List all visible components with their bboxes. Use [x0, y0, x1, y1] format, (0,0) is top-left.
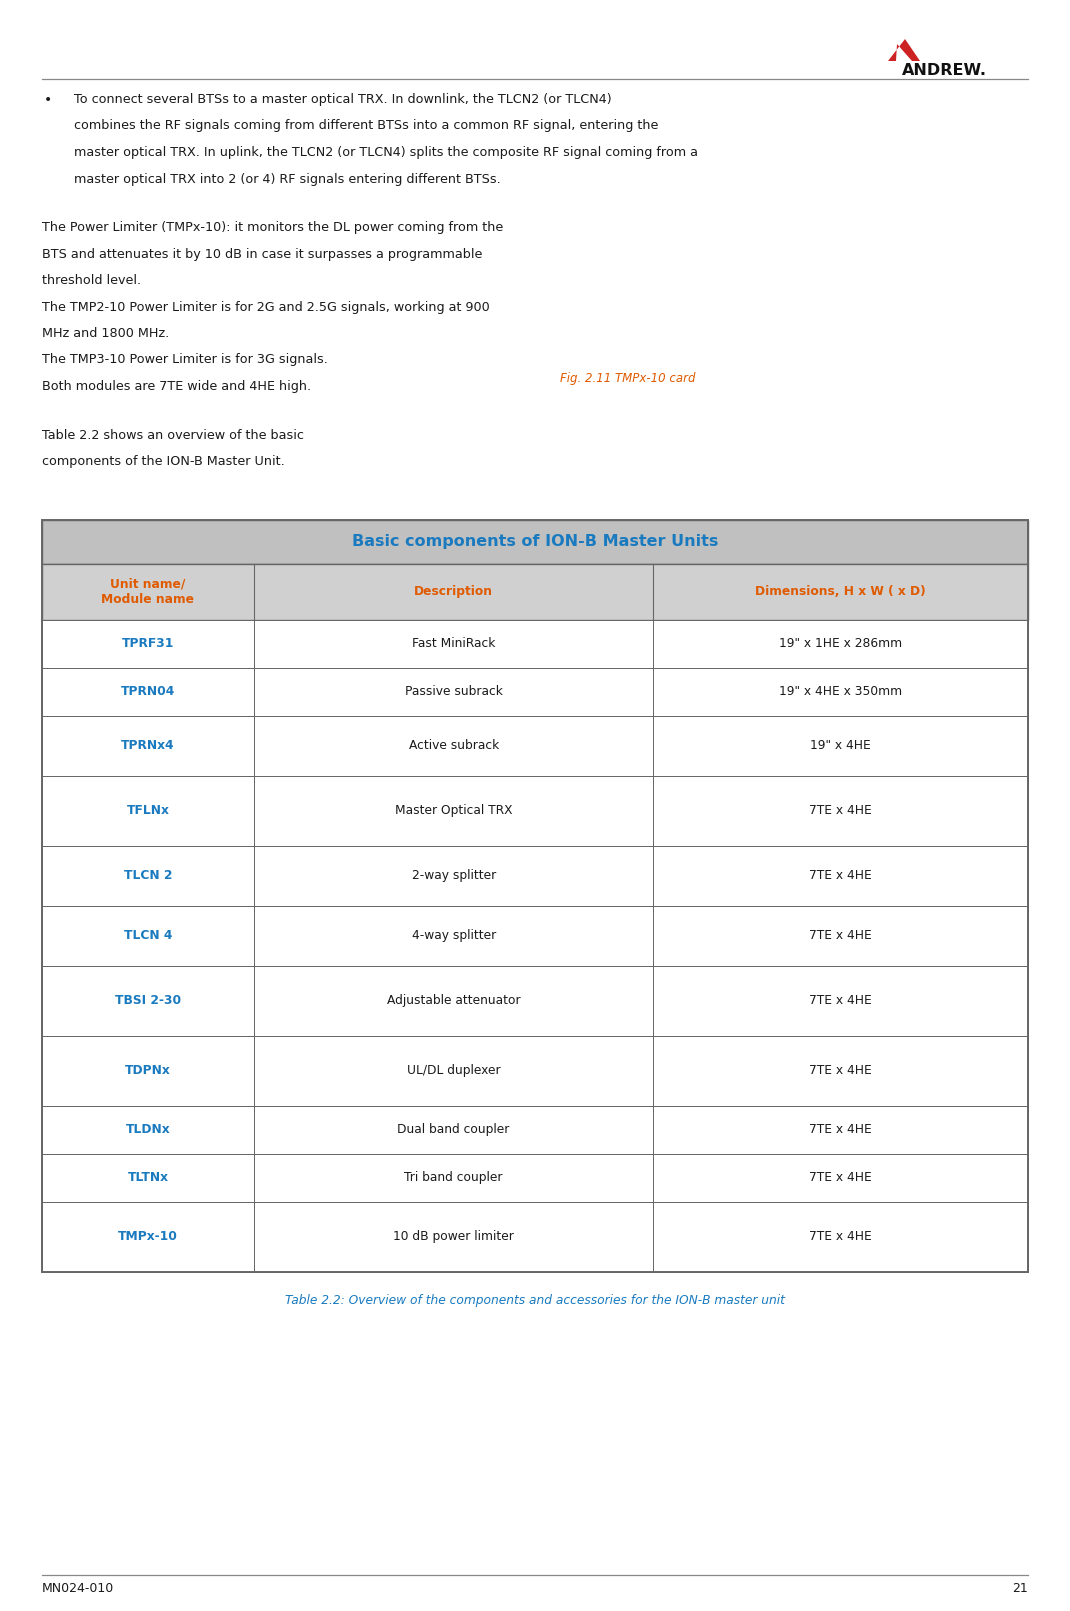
Text: Adjustable attenuator: Adjustable attenuator — [387, 994, 520, 1007]
Text: Both modules are 7TE wide and 4HE high.: Both modules are 7TE wide and 4HE high. — [42, 380, 311, 393]
Text: 10 dB power limiter: 10 dB power limiter — [393, 1231, 514, 1244]
Text: Master Optical TRX: Master Optical TRX — [395, 804, 513, 817]
FancyBboxPatch shape — [42, 1036, 1028, 1105]
Text: 2-way splitter: 2-way splitter — [412, 868, 495, 881]
Text: The TMP2-10 Power Limiter is for 2G and 2.5G signals, working at 900: The TMP2-10 Power Limiter is for 2G and … — [42, 301, 490, 314]
Text: master optical TRX into 2 (or 4) RF signals entering different BTSs.: master optical TRX into 2 (or 4) RF sign… — [74, 172, 501, 185]
FancyBboxPatch shape — [42, 905, 1028, 965]
Text: master optical TRX. In uplink, the TLCN2 (or TLCN4) splits the composite RF sign: master optical TRX. In uplink, the TLCN2… — [74, 147, 698, 159]
Text: TLCN 2: TLCN 2 — [124, 868, 172, 881]
Text: 7TE x 4HE: 7TE x 4HE — [809, 930, 872, 942]
Text: 7TE x 4HE: 7TE x 4HE — [809, 868, 872, 881]
Text: TLCN 4: TLCN 4 — [124, 930, 172, 942]
Text: components of the ION-B Master Unit.: components of the ION-B Master Unit. — [42, 454, 285, 469]
FancyBboxPatch shape — [42, 965, 1028, 1036]
FancyBboxPatch shape — [42, 564, 1028, 620]
Text: Tri band coupler: Tri band coupler — [404, 1171, 503, 1184]
Text: UL/DL duplexer: UL/DL duplexer — [407, 1063, 501, 1078]
Text: The Power Limiter (TMPx-10): it monitors the DL power coming from the: The Power Limiter (TMPx-10): it monitors… — [42, 221, 503, 234]
Text: Unit name/
Module name: Unit name/ Module name — [102, 577, 195, 606]
Text: MHz and 1800 MHz.: MHz and 1800 MHz. — [42, 327, 169, 340]
Text: 19" x 1HE x 286mm: 19" x 1HE x 286mm — [779, 636, 902, 649]
Text: BTS and attenuates it by 10 dB in case it surpasses a programmable: BTS and attenuates it by 10 dB in case i… — [42, 248, 483, 261]
Text: Active subrack: Active subrack — [409, 739, 499, 752]
FancyBboxPatch shape — [42, 775, 1028, 846]
FancyBboxPatch shape — [42, 519, 1028, 564]
FancyBboxPatch shape — [42, 715, 1028, 775]
Text: 7TE x 4HE: 7TE x 4HE — [809, 1171, 872, 1184]
FancyBboxPatch shape — [42, 1202, 1028, 1271]
Text: Description: Description — [414, 585, 493, 598]
FancyBboxPatch shape — [42, 846, 1028, 905]
FancyBboxPatch shape — [42, 667, 1028, 715]
Text: Fast MiniRack: Fast MiniRack — [412, 636, 495, 649]
Text: TLTNx: TLTNx — [127, 1171, 168, 1184]
Text: Passive subrack: Passive subrack — [404, 685, 503, 698]
Text: combines the RF signals coming from different BTSs into a common RF signal, ente: combines the RF signals coming from diff… — [74, 119, 658, 132]
Text: Table 2.2 shows an overview of the basic: Table 2.2 shows an overview of the basic — [42, 429, 304, 441]
Text: TBSI 2-30: TBSI 2-30 — [114, 994, 181, 1007]
Text: 19" x 4HE x 350mm: 19" x 4HE x 350mm — [779, 685, 902, 698]
Text: MN024-010: MN024-010 — [42, 1582, 114, 1595]
Polygon shape — [888, 39, 920, 61]
Text: Basic components of ION-B Master Units: Basic components of ION-B Master Units — [352, 533, 718, 549]
Text: TPRNx4: TPRNx4 — [121, 739, 174, 752]
FancyBboxPatch shape — [42, 620, 1028, 667]
Text: TMPx-10: TMPx-10 — [118, 1231, 178, 1244]
Text: Dimensions, H x W ( x D): Dimensions, H x W ( x D) — [755, 585, 926, 598]
Text: TPRF31: TPRF31 — [122, 636, 174, 649]
Text: 7TE x 4HE: 7TE x 4HE — [809, 804, 872, 817]
Text: Dual band coupler: Dual band coupler — [397, 1123, 509, 1136]
FancyBboxPatch shape — [42, 1105, 1028, 1153]
Text: ANDREW.: ANDREW. — [902, 63, 987, 77]
Text: To connect several BTSs to a master optical TRX. In downlink, the TLCN2 (or TLCN: To connect several BTSs to a master opti… — [74, 93, 612, 106]
Text: 7TE x 4HE: 7TE x 4HE — [809, 1231, 872, 1244]
Text: 19" x 4HE: 19" x 4HE — [810, 739, 871, 752]
Text: TPRN04: TPRN04 — [121, 685, 175, 698]
Text: TDPNx: TDPNx — [125, 1063, 171, 1078]
Text: The TMP3-10 Power Limiter is for 3G signals.: The TMP3-10 Power Limiter is for 3G sign… — [42, 353, 327, 366]
Text: 7TE x 4HE: 7TE x 4HE — [809, 1123, 872, 1136]
Text: 4-way splitter: 4-way splitter — [412, 930, 495, 942]
Text: threshold level.: threshold level. — [42, 274, 141, 287]
Text: •: • — [44, 93, 52, 106]
Text: 7TE x 4HE: 7TE x 4HE — [809, 1063, 872, 1078]
Text: 7TE x 4HE: 7TE x 4HE — [809, 994, 872, 1007]
Text: TLDNx: TLDNx — [125, 1123, 170, 1136]
FancyBboxPatch shape — [42, 1153, 1028, 1202]
Text: TFLNx: TFLNx — [126, 804, 169, 817]
Text: Table 2.2: Overview of the components and accessories for the ION-B master unit: Table 2.2: Overview of the components an… — [285, 1294, 785, 1307]
Text: Fig. 2.11 TMPx-10 card: Fig. 2.11 TMPx-10 card — [561, 372, 696, 385]
Text: 21: 21 — [1012, 1582, 1028, 1595]
